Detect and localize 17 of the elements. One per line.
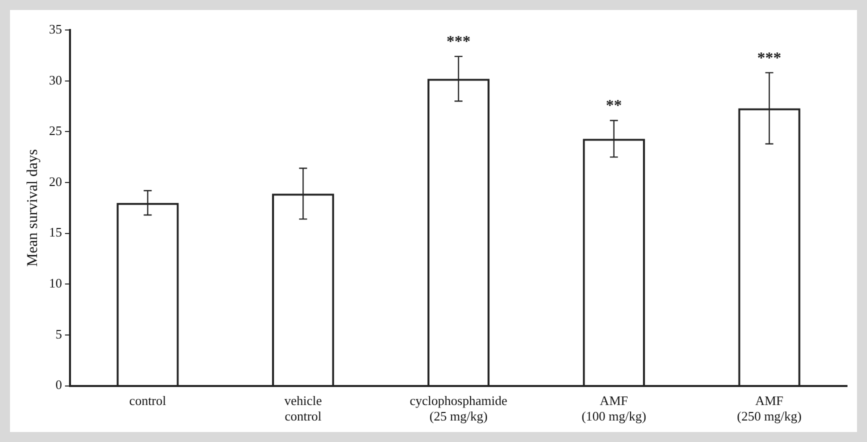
x-tick-label: AMF (250 mg/kg): [736, 393, 802, 424]
y-tick-label: 20: [49, 174, 62, 189]
y-tick-label: 25: [49, 123, 62, 138]
x-tick-label: AMF (100 mg/kg): [582, 393, 646, 424]
annotation: **: [606, 98, 622, 115]
y-tick-label: 30: [49, 72, 62, 88]
x-tick-label: cyclophosphamide (25 mg/kg): [410, 393, 508, 424]
y-tick-label: 0: [56, 377, 62, 392]
y-tick-label: 5: [56, 326, 62, 342]
y-axis-title: Mean survival days: [24, 149, 41, 267]
y-tick-label: 15: [49, 224, 62, 240]
annotation: ***: [446, 34, 470, 51]
y-tick-label: 10: [49, 276, 62, 291]
x-tick-label: vehicle control: [284, 393, 322, 424]
y-tick-label: 35: [49, 21, 62, 36]
annotation: ***: [757, 50, 782, 67]
x-tick-label: control: [129, 393, 166, 408]
